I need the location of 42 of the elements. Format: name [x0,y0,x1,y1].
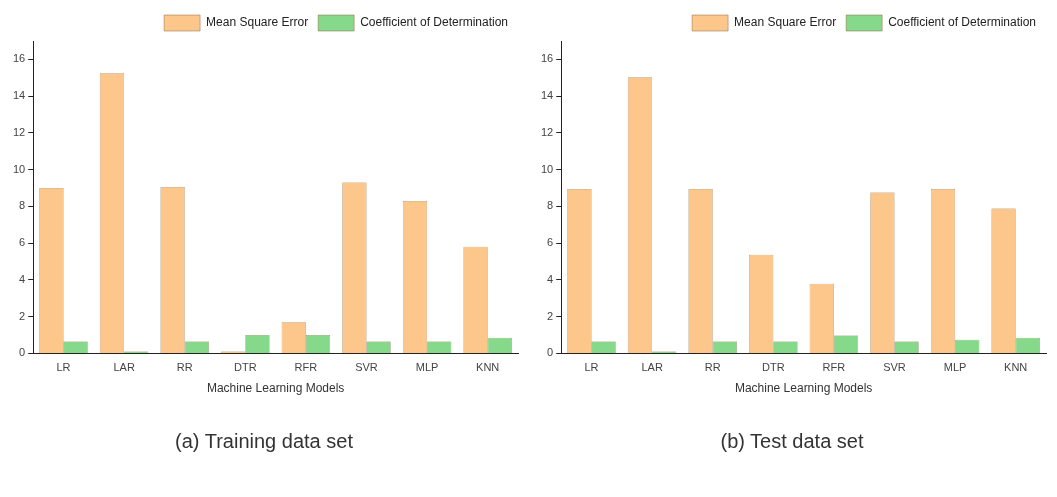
legend-label: Mean Square Error [206,15,309,30]
y-tick-label: 12 [12,125,26,138]
y-tick-label: 6 [547,236,554,249]
legend-label: Mean Square Error [734,15,837,30]
y-tick-label: 10 [12,162,26,175]
y-tick-label: 6 [19,236,26,249]
x-tick-label: SVR [883,361,906,374]
text: (b) Test data set [719,430,865,453]
x-tick-label: RR [176,361,193,374]
x-tick-label: DTR [762,361,785,374]
y-tick-label: 2 [547,309,554,322]
y-tick-label: 14 [540,89,554,102]
x-tick-label: RFR [294,361,318,374]
y-tick-label: 14 [12,89,26,102]
x-tick-label: LAR [113,361,135,374]
x-axis-title: Machine Learning Models [734,381,873,396]
y-tick-label: 4 [547,272,554,285]
y-tick-label: 8 [19,199,26,212]
x-tick-label: RR [704,361,721,374]
x-tick-label: KNN [1004,361,1028,374]
y-tick-label: 8 [547,199,554,212]
x-tick-label: RFR [822,361,846,374]
legend-label: Coefficient of Determination [888,15,1036,30]
x-tick-label: KNN [476,361,500,374]
y-tick-label: 4 [19,272,26,285]
x-axis-title: Machine Learning Models [206,381,345,396]
y-tick-label: 16 [540,52,554,65]
y-tick-label: 2 [19,309,26,322]
x-tick-label: MLP [943,361,967,374]
x-tick-label: LR [56,361,71,374]
y-tick-label: 10 [540,162,554,175]
x-tick-label: DTR [234,361,257,374]
x-tick-label: SVR [355,361,378,374]
text: (a) Training data set [174,430,354,453]
x-tick-label: LAR [641,361,663,374]
y-tick-label: 16 [12,52,26,65]
y-tick-label: 0 [547,346,554,359]
y-tick-label: 0 [19,346,26,359]
legend-label: Coefficient of Determination [360,15,508,30]
x-tick-label: LR [584,361,599,374]
y-tick-label: 12 [540,125,554,138]
x-tick-label: MLP [415,361,439,374]
